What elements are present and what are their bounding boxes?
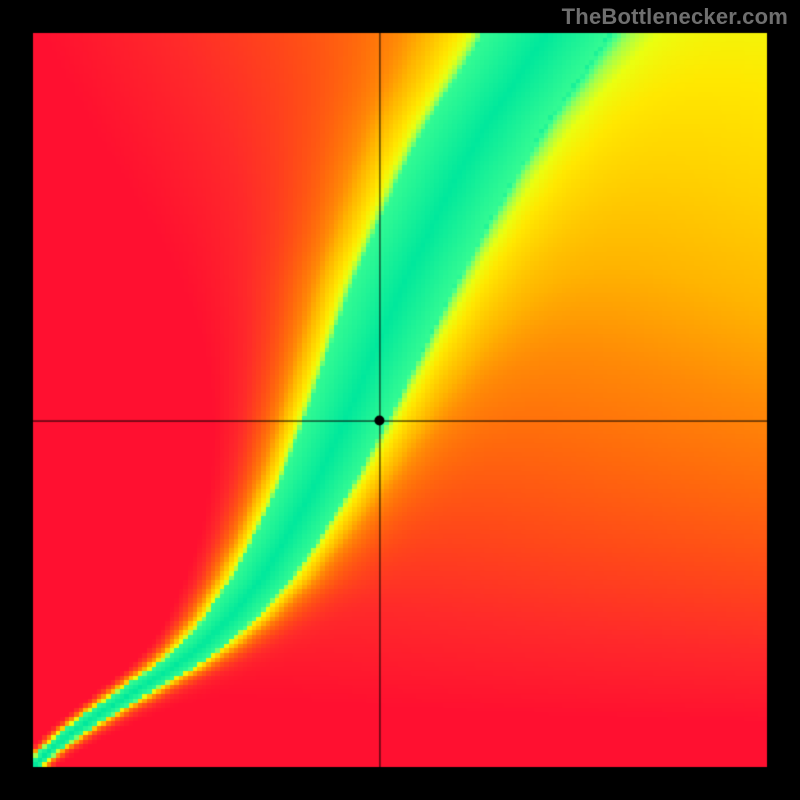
bottleneck-heatmap-canvas (0, 0, 800, 800)
chart-container: TheBottlenecker.com (0, 0, 800, 800)
watermark-label: TheBottlenecker.com (562, 4, 788, 30)
